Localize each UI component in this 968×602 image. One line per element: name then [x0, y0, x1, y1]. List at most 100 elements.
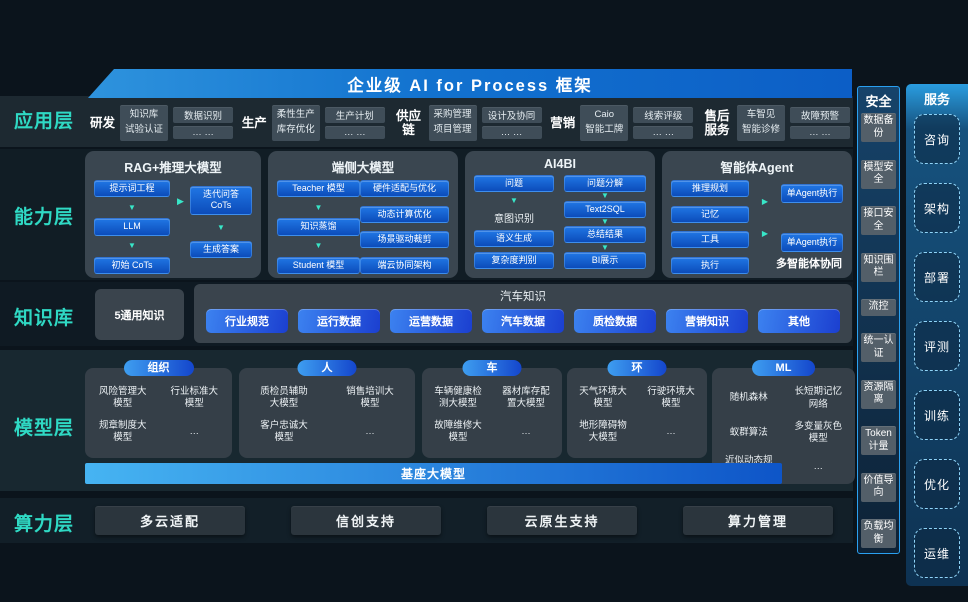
- knowledge-pill: 行业规范: [206, 309, 288, 333]
- model-item: 多变量灰色模型: [794, 420, 842, 444]
- model-item: …: [189, 426, 200, 438]
- flow-label: 意图识别: [494, 213, 534, 225]
- security-item: 模型安全: [861, 159, 896, 189]
- app-group-main-chip: 采购管理 项目管理: [428, 105, 477, 141]
- arrow-down-icon: ▼: [128, 202, 136, 212]
- app-group: 营销 Caio 智能工牌 线索评级 … …: [550, 105, 694, 141]
- model-group: 车 车辆健康检测大模型 器材库存配置大模型 故障维修大模型 …: [422, 360, 562, 458]
- compute-chip: 多云适配: [95, 506, 245, 535]
- model-group-pill: 车: [462, 360, 522, 376]
- knowledge-pill: 营销知识: [666, 309, 748, 333]
- app-item: 试验认证: [125, 124, 164, 135]
- security-item: 知识围栏: [861, 252, 896, 282]
- app-item: 智能诊修: [741, 124, 780, 135]
- service-item: 架构: [914, 183, 960, 233]
- agent-box: 智能体Agent 推理规划 记忆 工具 执行 ▶ ▶ 单Agent执行 单Age…: [662, 151, 852, 278]
- model-item: …: [813, 461, 824, 473]
- model-group: 组织 风险管理大模型 行业标准大模型 规章制度大模型 …: [85, 360, 232, 458]
- agent-exec-chip: 单Agent执行: [781, 232, 843, 252]
- model-item: 地形障碍物大模型: [579, 419, 627, 444]
- general-knowledge-box: 5通用知识: [95, 289, 184, 340]
- model-item: 质检员辅助大模型: [260, 386, 308, 410]
- arrow-down-icon: ▼: [601, 216, 609, 226]
- agent-module: 工具: [671, 231, 749, 249]
- app-item: 项目管理: [433, 124, 472, 135]
- model-grid: 质检员辅助大模型 销售培训大模型 客户忠诚大模型 …: [239, 368, 415, 458]
- rag-reasoning-box: RAG+推理大模型 提示词工程 ▼ LLM ▼ 初始 CoTs 迭代问答 CoT…: [85, 151, 261, 278]
- flow-step: 初始 CoTs: [94, 256, 170, 274]
- model-item: 行驶环境大模型: [647, 386, 695, 410]
- framework-title: 企业级 AI for Process 框架: [347, 76, 593, 95]
- arrow-down-icon: ▼: [601, 242, 609, 252]
- layer-label: 应用层: [13, 111, 74, 132]
- app-group-name: 生产: [241, 115, 267, 130]
- agent-module: 记忆: [671, 205, 749, 223]
- model-item: …: [521, 426, 531, 438]
- knowledge-pill: 运行数据: [298, 309, 380, 333]
- flow-step: BI展示: [564, 251, 646, 269]
- base-model-banner: 基座大模型: [85, 463, 782, 484]
- model-grid: 天气环境大模型 行驶环境大模型 地形障碍物大模型 …: [567, 368, 707, 458]
- flow-step: 提示词工程: [94, 180, 170, 198]
- arrow-down-icon: ▼: [217, 222, 225, 232]
- knowledge-pills: 行业规范 运行数据 运营数据 汽车数据 质检数据 营销知识 其他: [194, 304, 852, 333]
- model-group-pill: ML: [751, 360, 816, 376]
- app-group-name: 供应链: [395, 108, 421, 137]
- model-item: 车辆健康检测大模型: [434, 386, 482, 410]
- ai4bi-box: AI4BI 问题 ▼ 意图识别 语义生成 复杂度判别 问题分解 ▼ Text2S…: [465, 151, 655, 278]
- knowledge-pill: 其他: [758, 309, 840, 333]
- flow-step: 知识蒸馏: [277, 218, 361, 236]
- security-item: 接口安全: [861, 206, 896, 235]
- service-title: 服务: [923, 92, 950, 107]
- flow-step: 总结结果: [564, 226, 646, 244]
- app-group-name: 研发: [90, 115, 116, 130]
- model-group: 环 天气环境大模型 行驶环境大模型 地形障碍物大模型 …: [567, 360, 707, 458]
- security-item: 价值导向: [861, 472, 896, 502]
- compute-layer: 多云适配 信创支持 云原生支持 算力管理: [95, 506, 833, 535]
- service-column: 服务 咨询 架构 部署 评测 训练 优化 运维: [906, 84, 968, 586]
- framework-title-banner: 企业级 AI for Process 框架: [88, 69, 852, 98]
- compute-chip: 算力管理: [683, 506, 833, 535]
- model-item: 风险管理大模型: [98, 386, 147, 410]
- arrow-down-icon: ▼: [314, 241, 323, 251]
- app-group-side: 线索评级 … …: [633, 107, 694, 139]
- flow-step: 语义生成: [474, 229, 554, 247]
- model-item: …: [666, 426, 676, 438]
- app-item: … …: [790, 126, 850, 139]
- app-item: 柔性生产: [276, 109, 315, 121]
- app-item: 车智见: [746, 109, 776, 121]
- layer-label: 模型层: [13, 418, 74, 439]
- knowledge-pill: 汽车数据: [482, 309, 564, 333]
- compute-chip: 信创支持: [291, 506, 441, 535]
- service-item: 评测: [914, 321, 960, 371]
- app-item: … …: [324, 126, 385, 139]
- arrow-down-icon: ▼: [601, 191, 609, 201]
- model-item: 长短期记忆网络: [794, 386, 842, 410]
- flow-step: Text2SQL: [564, 200, 646, 218]
- model-group-pill: 组织: [123, 360, 194, 376]
- service-item: 咨询: [914, 114, 960, 164]
- box-title: 智能体Agent: [720, 161, 794, 175]
- flow-step: 问题分解: [564, 175, 646, 193]
- feature-chip: 动态计算优化: [360, 205, 449, 223]
- app-item: … …: [633, 126, 694, 139]
- agent-module: 执行: [671, 256, 749, 274]
- service-item: 部署: [914, 252, 960, 302]
- app-group: 供应链 采购管理 项目管理 设计及协同 … …: [394, 105, 542, 141]
- service-item: 运维: [914, 528, 960, 578]
- box-title: RAG+推理大模型: [124, 161, 222, 175]
- security-item: 统一认证: [861, 333, 896, 362]
- flow-step: 迭代问答 CoTs: [190, 186, 252, 215]
- model-grid: 风险管理大模型 行业标准大模型 规章制度大模型 …: [85, 368, 232, 458]
- agent-module: 推理规划: [671, 180, 749, 198]
- app-group-name: 售后服务: [704, 108, 730, 137]
- app-group-main-chip: 车智见 智能诊修: [736, 105, 785, 141]
- arrow-down-icon: ▼: [510, 196, 518, 206]
- feature-chip: 硬件适配与优化: [360, 180, 449, 198]
- app-group-side: 数据识别 … …: [173, 107, 234, 139]
- feature-chip: 端云协同架构: [360, 256, 449, 274]
- model-item: 器材库存配置大模型: [502, 386, 550, 410]
- agent-exec-chip: 单Agent执行: [781, 184, 843, 204]
- app-item: 故障预警: [790, 107, 850, 123]
